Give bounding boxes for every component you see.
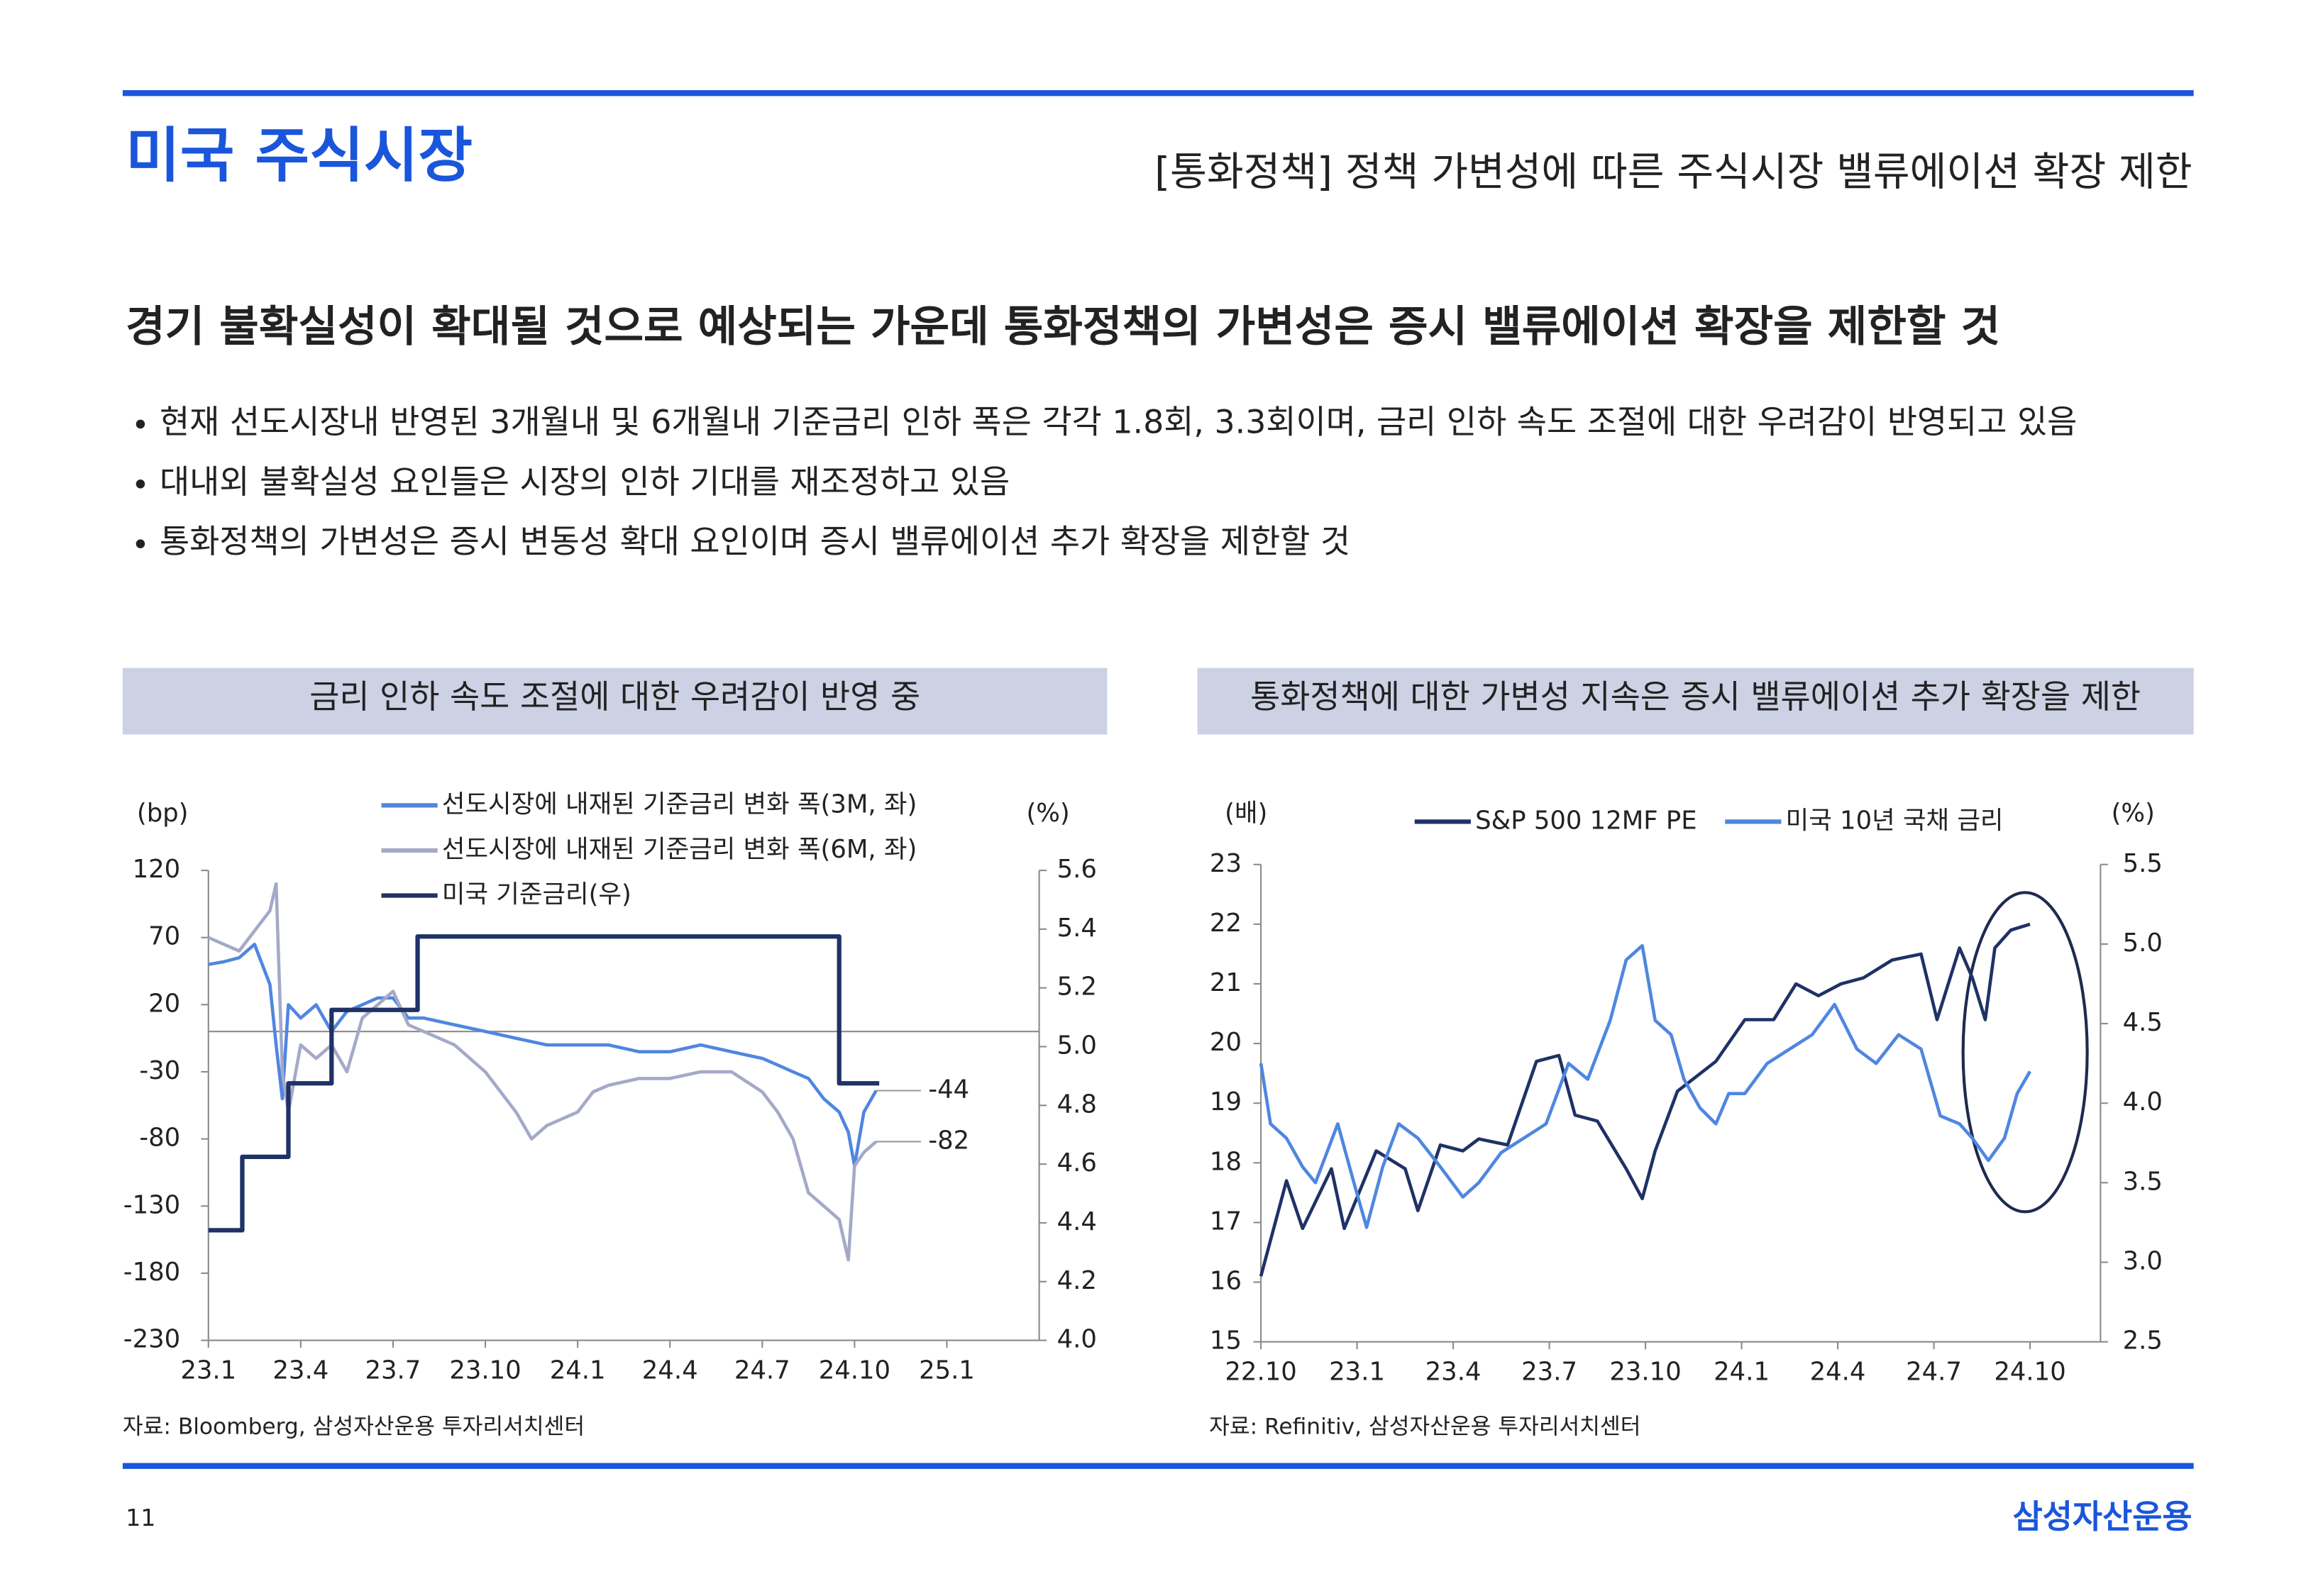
end-label: -82	[928, 1126, 969, 1155]
y-tick-label: 16	[1210, 1267, 1242, 1296]
legend-label: 미국 10년 국채 금리	[1786, 806, 2004, 835]
y-tick-label: 23	[1210, 849, 1242, 878]
y-tick-label: -130	[123, 1190, 180, 1219]
y2-tick-label: 5.6	[1057, 855, 1097, 884]
x-tick-label: 23.4	[1425, 1357, 1482, 1386]
y2-tick-label: 5.0	[2123, 929, 2163, 958]
y2-tick-label: 4.2	[1057, 1266, 1097, 1295]
page-title: [통화정책] 정책 가변성에 따른 주식시장 밸류에이션 확장 제한	[1154, 149, 2192, 195]
x-tick-label: 23.4	[272, 1356, 329, 1385]
y2-tick-label: 2.5	[2123, 1326, 2163, 1356]
page-number: 11	[126, 1504, 155, 1531]
x-tick-label: 23.1	[180, 1356, 236, 1385]
highlight-ellipse	[1961, 891, 2089, 1214]
y2-tick-label: 4.4	[1057, 1207, 1097, 1236]
x-tick-label: 24.4	[642, 1356, 698, 1385]
x-tick-label: 23.10	[449, 1356, 521, 1385]
legend-label: S&P 500 12MF PE	[1475, 806, 1697, 835]
section-title: 미국 주식시장	[126, 121, 473, 190]
y2-axis-unit: (%)	[2112, 799, 2155, 828]
y-tick-label: 18	[1210, 1147, 1242, 1176]
series-line	[207, 882, 878, 1262]
y2-tick-label: 5.5	[2123, 849, 2163, 878]
y-tick-label: 21	[1210, 968, 1242, 997]
chart-title: 통화정책에 대한 가변성 지속은 증시 밸류에이션 추가 확장을 제한	[1250, 677, 2141, 716]
source: 자료: Refinitiv, 삼성자산운용 투자리서치센터	[1209, 1414, 1640, 1440]
legend-label: 선도시장에 내재된 기준금리 변화 폭(6M, 좌)	[442, 835, 917, 864]
legend-label: 선도시장에 내재된 기준금리 변화 폭(3M, 좌)	[442, 789, 917, 819]
x-tick-label: 23.10	[1609, 1357, 1681, 1386]
series-line	[1259, 922, 2031, 1277]
y-tick-label: 22	[1210, 909, 1242, 938]
y-tick-label: 70	[148, 922, 180, 951]
brand: 삼성자산운용	[2013, 1497, 2192, 1536]
y-axis-unit: (bp)	[137, 799, 189, 828]
top-rule	[122, 90, 2194, 96]
y-tick-label: -230	[123, 1325, 180, 1354]
bottom-rule	[122, 1463, 2194, 1469]
y2-tick-label: 3.5	[2123, 1167, 2163, 1196]
x-tick-label: 23.7	[1521, 1357, 1577, 1386]
y2-tick-label: 5.4	[1057, 914, 1097, 943]
y-tick-label: 120	[133, 855, 181, 884]
y2-tick-label: 5.0	[1057, 1031, 1097, 1060]
y2-tick-label: 3.0	[2123, 1247, 2163, 1276]
x-tick-label: 24.7	[1906, 1357, 1962, 1386]
y-tick-label: -180	[123, 1258, 180, 1287]
x-tick-label: 24.4	[1810, 1357, 1866, 1386]
bullet-dot	[136, 539, 145, 548]
x-tick-label: 24.1	[550, 1356, 606, 1385]
series-line	[1259, 943, 2032, 1229]
x-tick-label: 23.7	[365, 1356, 421, 1385]
y2-tick-label: 4.5	[2123, 1008, 2163, 1037]
y2-tick-label: 5.2	[1057, 972, 1097, 1002]
y-tick-label: -30	[139, 1056, 180, 1085]
y-tick-label: 20	[1210, 1028, 1242, 1057]
x-tick-label: 25.1	[919, 1356, 975, 1385]
chart-title-box	[1197, 667, 2194, 735]
headline: 경기 불확실성이 확대될 것으로 예상되는 가운데 통화정책의 가변성은 증시 …	[126, 302, 2000, 352]
y-axis-unit: (배)	[1225, 799, 1267, 828]
bullet-dot	[136, 480, 145, 489]
bullet-dot	[136, 419, 145, 429]
y2-tick-label: 4.0	[2123, 1087, 2163, 1116]
y-tick-label: 20	[148, 989, 180, 1018]
source: 자료: Bloomberg, 삼성자산운용 투자리서치센터	[123, 1414, 585, 1440]
bullet-text: 대내외 불확실성 요인들은 시장의 인하 기대를 재조정하고 있음	[160, 462, 1010, 501]
bullet-text: 현재 선도시장내 반영된 3개월내 및 6개월내 기준금리 인하 폭은 각각 1…	[160, 402, 2077, 440]
y2-tick-label: 4.6	[1057, 1148, 1097, 1177]
y-tick-label: 19	[1210, 1087, 1242, 1116]
x-tick-label: 24.7	[734, 1356, 790, 1385]
x-tick-label: 24.10	[819, 1356, 890, 1385]
x-tick-label: 22.10	[1225, 1357, 1296, 1386]
y2-axis-unit: (%)	[1026, 799, 1069, 828]
series-line	[208, 942, 878, 1168]
y2-tick-label: 4.0	[1057, 1325, 1097, 1354]
x-tick-label: 24.10	[1994, 1357, 2065, 1386]
y2-tick-label: 4.8	[1057, 1090, 1097, 1119]
bullet-text: 통화정책의 가변성은 증시 변동성 확대 요인이며 증시 밸류에이션 추가 확장…	[160, 522, 1350, 560]
series-line	[208, 934, 880, 1233]
y-tick-label: 15	[1210, 1326, 1242, 1356]
end-label: -44	[928, 1075, 969, 1104]
y-tick-label: 17	[1210, 1207, 1242, 1236]
x-tick-label: 24.1	[1714, 1357, 1770, 1386]
legend-label: 미국 기준금리(우)	[442, 880, 631, 909]
x-tick-label: 23.1	[1329, 1357, 1385, 1386]
chart-title-box	[122, 667, 1108, 735]
chart-title: 금리 인하 속도 조절에 대한 우려감이 반영 중	[309, 677, 920, 716]
bullets: 현재 선도시장내 반영된 3개월내 및 6개월내 기준금리 인하 폭은 각각 1…	[136, 402, 2077, 560]
y-tick-label: -80	[139, 1124, 180, 1153]
